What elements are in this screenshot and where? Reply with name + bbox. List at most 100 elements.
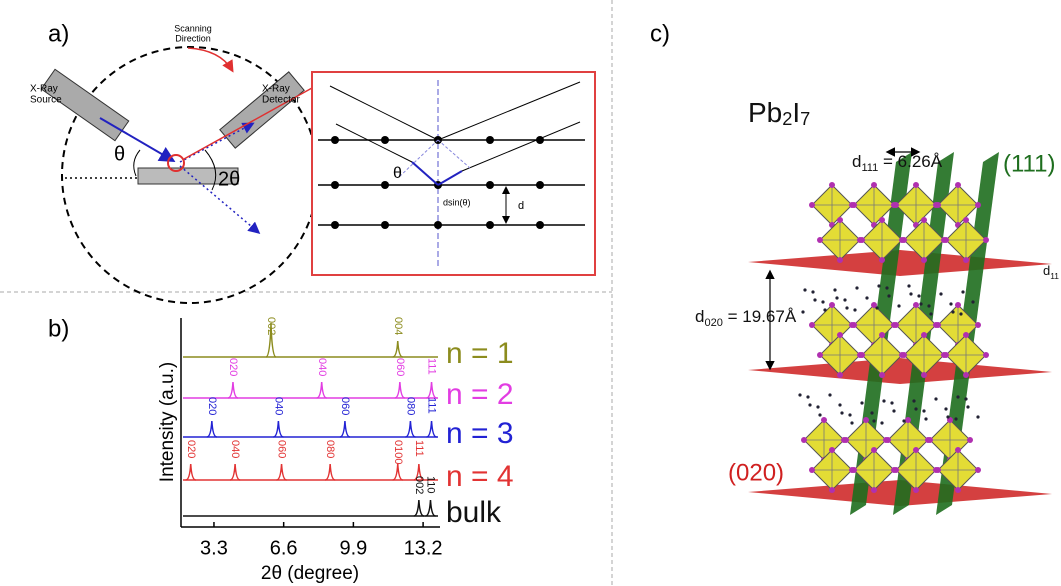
formula: Pb2I7 <box>748 97 810 128</box>
iodine-atom <box>963 257 969 263</box>
subscript: 7 <box>800 109 810 129</box>
diffraction-peak <box>186 464 196 480</box>
iodine-atom <box>893 322 899 328</box>
iodine-atom <box>871 447 877 453</box>
diffraction-peak <box>277 464 287 480</box>
text-part: d <box>1043 263 1050 278</box>
atom <box>486 181 494 189</box>
iodine-atom <box>955 182 961 188</box>
spacer-atom <box>927 304 930 307</box>
subscript: 111 <box>861 162 878 174</box>
peak-label: 040 <box>229 440 241 458</box>
iodine-atom <box>837 332 843 338</box>
spacer-atom <box>966 405 969 408</box>
series-label: n = 2 <box>446 378 514 411</box>
iodine-atom <box>901 237 907 243</box>
x-tick-label: 9.9 <box>339 537 367 559</box>
d111-label: d111 = 6.26Å <box>852 152 943 173</box>
x-tick-label: 6.6 <box>270 537 298 559</box>
spacer-atom <box>976 415 979 418</box>
text-part: d <box>852 152 861 171</box>
detector-label: Detector <box>262 95 300 106</box>
peak-label: 080 <box>405 397 417 415</box>
source-label: Source <box>30 95 62 106</box>
iodine-atom <box>843 437 849 443</box>
spacer-atom <box>870 411 873 414</box>
spacer-atom <box>843 298 846 301</box>
peak-label: 060 <box>339 397 351 415</box>
spacer-atom <box>951 310 954 313</box>
iodine-atom <box>967 437 973 443</box>
scanning-label: Direction <box>175 33 211 43</box>
iodine-atom <box>913 487 919 493</box>
spacer-atom <box>816 405 819 408</box>
spacer-atom <box>885 286 888 289</box>
iodine-atom <box>851 202 857 208</box>
spacer-atom <box>946 415 949 418</box>
iodine-atom <box>829 182 835 188</box>
iodine-atom <box>879 332 885 338</box>
plane-020 <box>748 250 1052 276</box>
atom <box>331 181 339 189</box>
spacer-atom <box>823 308 826 311</box>
iodine-atom <box>837 217 843 223</box>
peak-label: 004 <box>392 317 404 335</box>
peak-label: 060 <box>276 440 288 458</box>
iodine-atom <box>905 417 911 423</box>
iodine-atom <box>871 487 877 493</box>
spacer-atom <box>833 288 836 291</box>
iodine-atom <box>809 202 815 208</box>
subscript: 11 <box>1050 271 1059 281</box>
spacer-atom <box>892 409 895 412</box>
series-label: bulk <box>446 496 502 529</box>
iodine-atom <box>879 217 885 223</box>
diffraction-peak <box>317 382 327 398</box>
inset-theta: θ <box>393 165 402 182</box>
diffraction-peak <box>393 464 403 480</box>
diffraction-peak <box>425 500 435 516</box>
iodine-atom <box>851 322 857 328</box>
iodine-atom <box>829 447 835 453</box>
inset-box <box>312 72 595 275</box>
spacer-atom <box>890 401 893 404</box>
iodine-atom <box>885 437 891 443</box>
iodine-atom <box>851 467 857 473</box>
iodine-atom <box>963 332 969 338</box>
spacer-atom <box>798 393 801 396</box>
iodine-atom <box>975 322 981 328</box>
spacer-atom <box>838 403 841 406</box>
iodine-atom <box>921 217 927 223</box>
iodine-atom <box>859 352 865 358</box>
iodine-atom <box>913 182 919 188</box>
atom <box>486 221 494 229</box>
figure: a)θ2θScanningDirectionX-RaySourceX-RayDe… <box>0 0 1061 586</box>
spacer-atom <box>954 417 957 420</box>
iodine-atom <box>801 437 807 443</box>
spacer-atom <box>887 294 890 297</box>
spacer-atom <box>808 403 811 406</box>
iodine-atom <box>955 447 961 453</box>
iodine-atom <box>921 372 927 378</box>
spacer-atom <box>922 409 925 412</box>
iodine-atom <box>901 352 907 358</box>
peak-label: 020 <box>206 397 218 415</box>
peak-label: 110 <box>425 476 437 494</box>
peak-label: 020 <box>185 440 197 458</box>
iodine-atom <box>943 237 949 243</box>
iodine-atom <box>935 202 941 208</box>
peak-label: 111 <box>413 440 425 457</box>
iodine-atom <box>837 257 843 263</box>
peak-label: 0100 <box>392 440 404 464</box>
spacer-atom <box>914 407 917 410</box>
spacer-atom <box>912 399 915 402</box>
spacer-atom <box>848 413 851 416</box>
iodine-atom <box>809 467 815 473</box>
panel-label: a) <box>48 20 69 47</box>
text-part: = 19.67Å <box>723 307 797 326</box>
diffraction-peak <box>207 421 217 437</box>
text-part: = 6.26Å <box>878 152 942 171</box>
spacer-atom <box>971 300 974 303</box>
diffraction-peak <box>228 382 238 398</box>
d020-label: d020 = 19.67Å <box>695 307 797 328</box>
spacer-atom <box>964 397 967 400</box>
